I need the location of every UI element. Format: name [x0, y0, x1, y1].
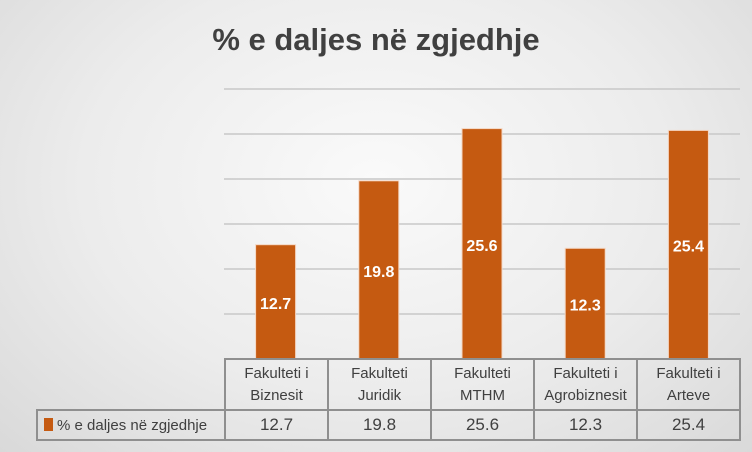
- category-label-line: Fakulteti: [351, 364, 408, 382]
- category-label: Fakulteti Juridik: [327, 358, 432, 411]
- category-label-line: Agrobiznesit: [544, 386, 627, 404]
- bar: [358, 180, 400, 360]
- chart-title: % e daljes në zgjedhje: [212, 22, 540, 57]
- table-value: 12.3: [533, 409, 638, 441]
- data-label: 12.7: [260, 296, 291, 313]
- category-label-line: Fakulteti i: [553, 364, 618, 382]
- category-label-line: Fakulteti: [454, 364, 511, 382]
- category-label-line: MTHM: [460, 386, 505, 404]
- category-label: Fakulteti i Arteve: [636, 358, 741, 411]
- bar: [564, 247, 606, 360]
- category-label: Fakulteti i Biznesit: [224, 358, 329, 411]
- data-table: Fakulteti i Biznesit Fakulteti Juridik Fakul…: [36, 358, 741, 441]
- legend-entry: % e daljes në zgjedhje: [36, 409, 226, 441]
- category-label-line: Arteve: [666, 386, 711, 404]
- table-value: 19.8: [327, 409, 432, 441]
- category-label-line: Biznesit: [250, 386, 303, 404]
- data-label: 12.3: [570, 298, 601, 315]
- legend-label: % e daljes në zgjedhje: [57, 416, 208, 434]
- category-label-line: Juridik: [357, 386, 402, 404]
- category-label-line: Fakulteti i: [656, 364, 721, 382]
- bar: [255, 244, 297, 360]
- category-label-line: Fakulteti i: [244, 364, 309, 382]
- bar: [667, 129, 709, 360]
- bar: [461, 128, 503, 360]
- legend-key-icon: [44, 417, 53, 431]
- table-value: 25.4: [636, 409, 741, 441]
- table-value: 25.6: [430, 409, 535, 441]
- category-label: Fakulteti MTHM: [430, 358, 535, 411]
- table-corner: [37, 359, 225, 410]
- category-label: Fakulteti i Agrobiznesit: [533, 358, 638, 411]
- data-label: 19.8: [363, 264, 394, 281]
- data-label: 25.4: [673, 239, 704, 256]
- table-value: 12.7: [224, 409, 329, 441]
- data-label: 25.6: [466, 238, 497, 255]
